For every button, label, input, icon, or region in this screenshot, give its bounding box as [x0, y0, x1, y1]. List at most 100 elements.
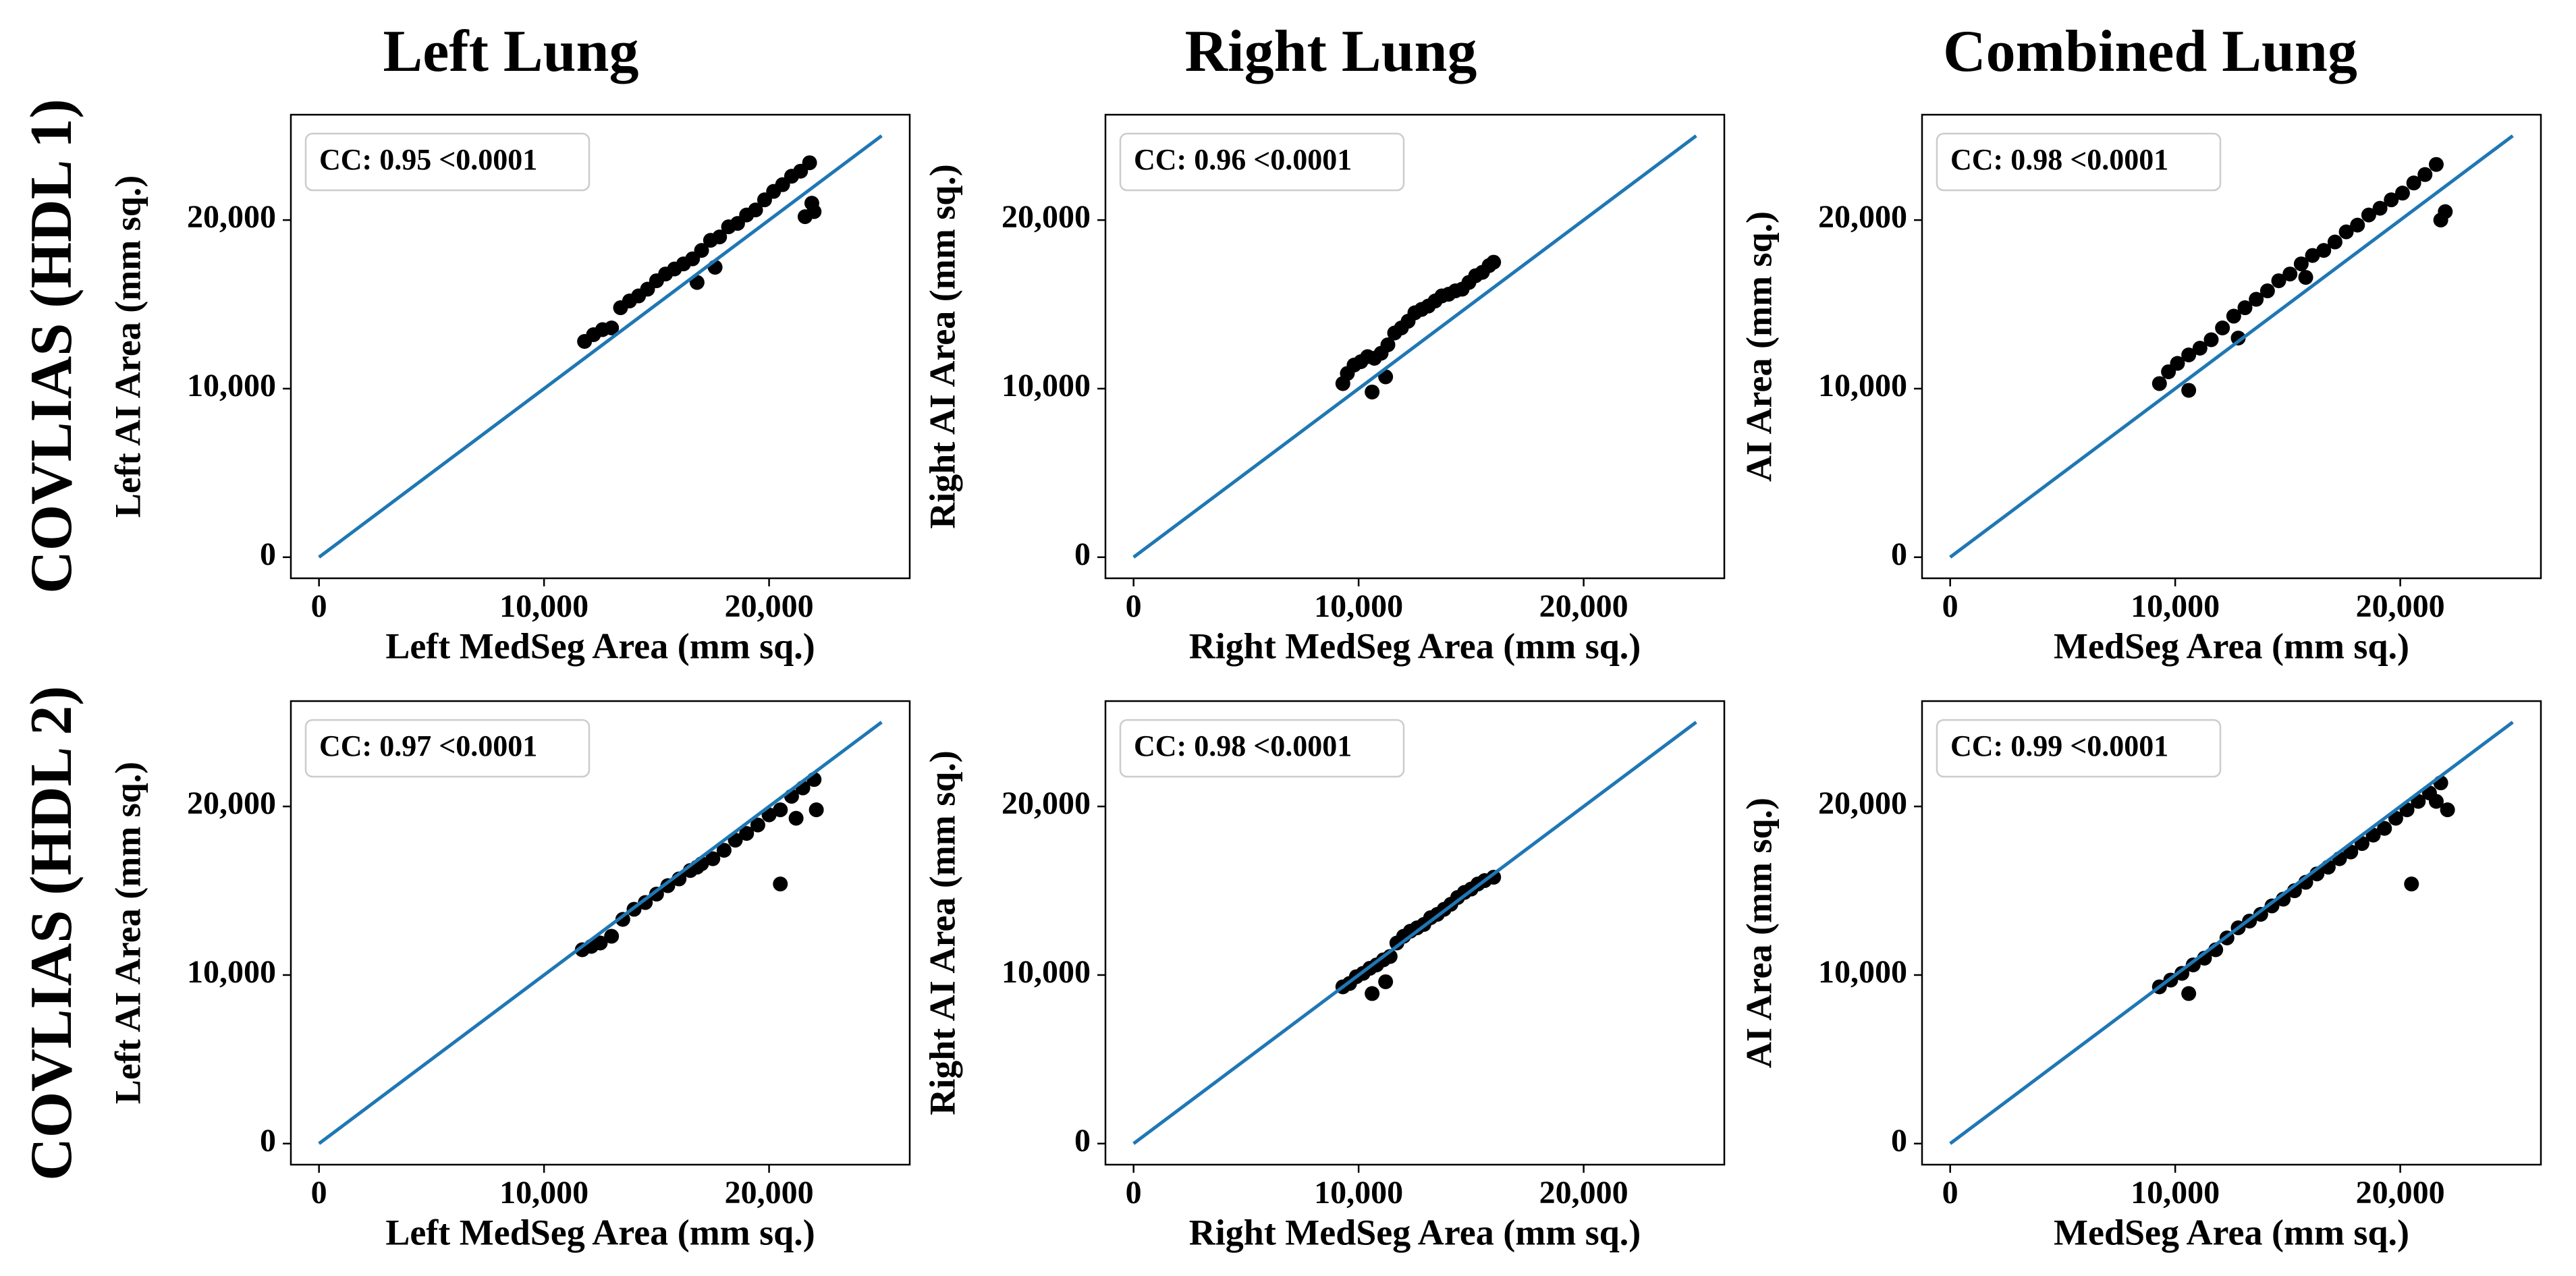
- row-title: COVLIAS (HDL 2): [19, 686, 84, 1180]
- point: [2350, 217, 2365, 233]
- x-tick-label: 0: [1126, 588, 1142, 624]
- x-axis-label: MedSeg Area (mm sq.): [2054, 626, 2409, 666]
- x-tick-label: 0: [1126, 1175, 1142, 1211]
- annotation-box: [1936, 132, 2222, 192]
- x-axis-label: Right MedSeg Area (mm sq.): [1189, 1212, 1641, 1252]
- x-tick-label: 20,000: [1539, 1175, 1628, 1211]
- x-tick-label: 10,000: [499, 588, 588, 624]
- x-tick-label: 10,000: [499, 1175, 588, 1211]
- point: [2305, 248, 2320, 263]
- row-title: COVLIAS (HDL 1): [19, 99, 84, 593]
- point: [2259, 283, 2275, 299]
- y-tick-label: 0: [260, 1123, 276, 1159]
- y-tick-label: 20,000: [1002, 199, 1091, 235]
- point: [1380, 337, 1396, 353]
- point: [649, 887, 664, 902]
- point: [2249, 292, 2264, 307]
- annotation-box: [1119, 719, 1405, 778]
- y-tick-label: 10,000: [1818, 954, 1907, 990]
- reference-line: [1949, 134, 2514, 559]
- point: [2174, 966, 2190, 981]
- point: [2433, 213, 2448, 228]
- point: [2361, 207, 2376, 223]
- point: [804, 196, 819, 211]
- point: [712, 229, 728, 245]
- point: [705, 851, 721, 866]
- point: [2428, 794, 2444, 809]
- x-tick-label: 10,000: [1314, 588, 1403, 624]
- y-axis-label: AI Area (mm sq.): [1738, 798, 1779, 1068]
- point: [2181, 986, 2197, 1001]
- x-tick-label: 10,000: [1314, 1175, 1403, 1211]
- annotation: CC: 0.99 <0.0001: [1950, 729, 2168, 762]
- y-tick-label: 0: [1074, 1123, 1091, 1159]
- point: [2271, 273, 2286, 289]
- x-tick-label: 20,000: [2356, 1175, 2445, 1211]
- reference-line: [318, 721, 883, 1145]
- point: [2372, 200, 2388, 216]
- y-tick-label: 20,000: [187, 785, 276, 821]
- point: [773, 877, 788, 892]
- point: [2203, 332, 2219, 348]
- point: [1365, 384, 1380, 399]
- y-tick-label: 10,000: [187, 954, 276, 990]
- annotation-box: [304, 132, 591, 192]
- point: [694, 243, 709, 258]
- point: [716, 843, 732, 858]
- y-axis-label: Right AI Area (mm sq.): [922, 750, 962, 1115]
- annotation: CC: 0.97 <0.0001: [319, 729, 537, 762]
- point: [2253, 907, 2268, 922]
- y-tick-label: 20,000: [1818, 785, 1907, 821]
- y-tick-label: 20,000: [1002, 785, 1091, 821]
- x-tick-label: 0: [311, 1175, 327, 1211]
- panel: 0 10,000 20,000 0 10,000 20,000 CC: 0.96 <0.00…: [922, 113, 1726, 666]
- point: [2327, 234, 2342, 250]
- point: [2338, 224, 2354, 240]
- point: [797, 209, 813, 225]
- point: [2152, 376, 2167, 391]
- point: [739, 826, 755, 841]
- panel: 0 10,000 20,000 0 10,000 20,000 CC: 0.98 <0.00…: [922, 700, 1726, 1252]
- y-axis-label: AI Area (mm sq.): [1738, 211, 1779, 482]
- x-tick-label: 10,000: [2131, 588, 2220, 624]
- reference-line: [1132, 721, 1697, 1145]
- point: [1378, 974, 1394, 989]
- x-tick-label: 0: [1942, 1175, 1958, 1211]
- point: [2298, 270, 2313, 285]
- panel: 0 10,000 20,000 0 10,000 20,000 CC: 0.97 <0.00…: [107, 700, 911, 1252]
- point: [2384, 192, 2399, 208]
- point: [773, 802, 788, 818]
- x-axis-label: Left MedSeg Area (mm sq.): [385, 626, 815, 666]
- x-tick-label: 10,000: [2131, 1175, 2220, 1211]
- y-tick-label: 20,000: [1818, 199, 1907, 235]
- x-tick-label: 20,000: [725, 588, 814, 624]
- point: [2185, 957, 2201, 972]
- point: [788, 810, 804, 826]
- panel: 0 10,000 20,000 0 10,000 20,000 CC: 0.98 <0.00…: [1738, 113, 2542, 666]
- reference-line: [1949, 721, 2514, 1145]
- y-tick-label: 10,000: [1002, 368, 1091, 404]
- annotation-box: [1936, 719, 2222, 778]
- point: [2428, 157, 2444, 172]
- y-axis-label: Right AI Area (mm sq.): [922, 164, 962, 529]
- x-axis-label: Right MedSeg Area (mm sq.): [1189, 626, 1641, 666]
- point: [2237, 300, 2253, 316]
- point: [593, 935, 608, 951]
- point: [2440, 802, 2455, 818]
- y-tick-label: 0: [1074, 536, 1091, 572]
- y-tick-label: 0: [260, 536, 276, 572]
- x-tick-label: 20,000: [1539, 588, 1628, 624]
- annotation: CC: 0.96 <0.0001: [1134, 143, 1352, 176]
- point: [2226, 308, 2241, 324]
- x-tick-label: 20,000: [725, 1175, 814, 1211]
- point: [2192, 340, 2208, 356]
- point: [604, 928, 620, 944]
- annotation-box: [304, 719, 591, 778]
- point: [1486, 870, 1502, 885]
- column-title: Right Lung: [1185, 19, 1477, 84]
- column-title: Combined Lung: [1943, 19, 2357, 84]
- point: [2170, 356, 2185, 371]
- point: [809, 802, 824, 818]
